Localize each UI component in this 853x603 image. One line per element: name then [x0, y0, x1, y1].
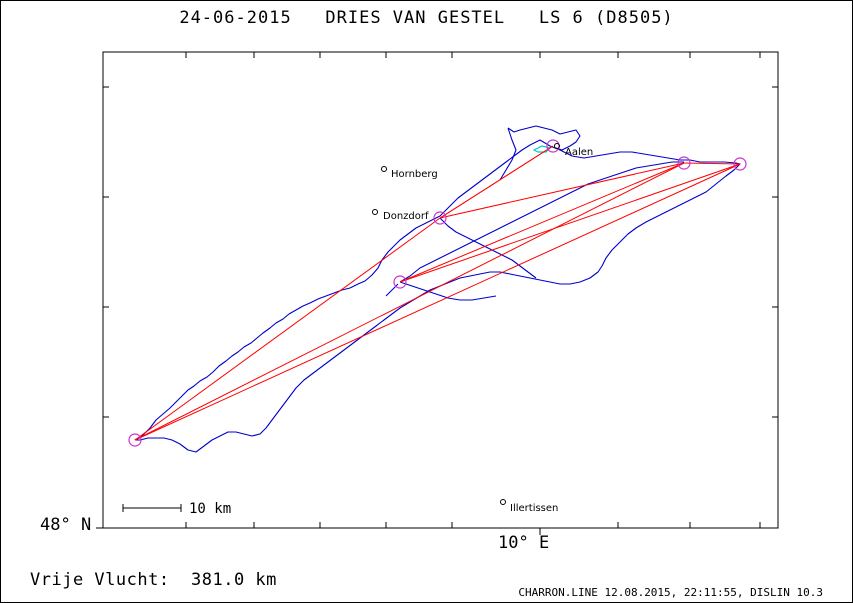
flight-track-inner: [385, 125, 684, 301]
axis-ticks: [96, 52, 778, 535]
task-lines: [134, 145, 741, 441]
turnpoint-marker: [677, 156, 691, 170]
town-marker-donzdorf: [372, 209, 378, 215]
map-border: [102, 51, 779, 529]
town-markers: [372, 143, 560, 505]
page-title: 24-06-2015 DRIES VAN GESTEL LS 6 (D8505): [179, 8, 674, 28]
town-marker-hornberg: [381, 166, 387, 172]
turnpoint-marker: [128, 433, 142, 447]
scale-bar: [122, 504, 182, 512]
turnpoint-marker: [393, 275, 407, 289]
software-credit: CHARRON.LINE 12.08.2015, 22:11:55, DISLI…: [518, 586, 823, 599]
town-label: Donzdorf: [383, 211, 429, 222]
turnpoint-marker: [433, 211, 447, 225]
longitude-label: 10° E: [498, 533, 550, 553]
town-label: Aalen: [565, 147, 593, 158]
town-marker-aalen: [554, 143, 560, 149]
flight-track: [134, 139, 741, 453]
latitude-label: 48° N: [40, 515, 92, 535]
town-label: Hornberg: [391, 169, 438, 180]
town-label: Illertissen: [510, 503, 558, 514]
turnpoint-marker: [733, 157, 747, 171]
scale-label: 10 km: [189, 501, 231, 517]
flight-distance: Vrije Vlucht: 381.0 km: [30, 570, 277, 590]
town-marker-illertissen: [500, 499, 506, 505]
